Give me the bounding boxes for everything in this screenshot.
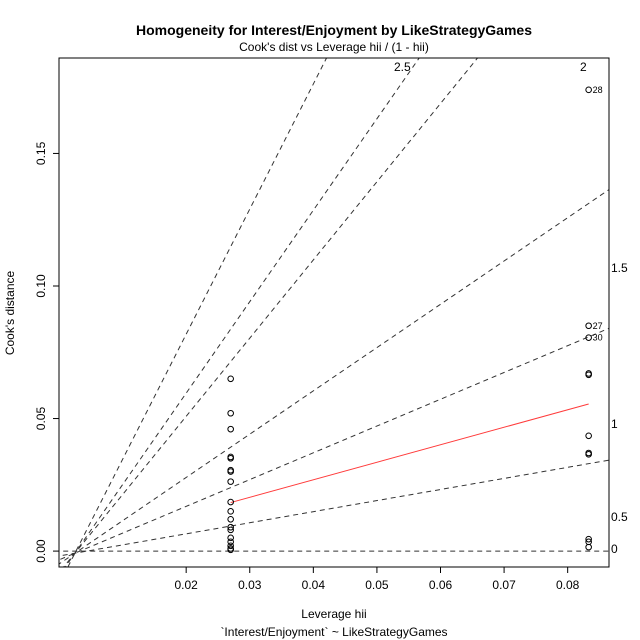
x-tick-label: 0.07 <box>492 578 516 592</box>
data-point <box>585 322 592 330</box>
data-point <box>227 526 234 534</box>
contour-lines <box>59 58 609 567</box>
contour-line-5 <box>64 58 420 567</box>
x-tick-label: 0.03 <box>238 578 262 592</box>
contour-label-5: 2.5 <box>394 60 411 74</box>
data-point <box>585 86 592 94</box>
y-axis-label: Cook's distance <box>3 271 17 356</box>
y-tick-label: 0.10 <box>34 274 48 298</box>
contour-line-4 <box>63 58 479 567</box>
data-point <box>227 515 234 523</box>
contour-line-6 <box>67 58 328 567</box>
data-point <box>227 409 234 417</box>
data-point <box>227 455 234 462</box>
data-point <box>585 535 592 543</box>
data-point <box>227 538 234 546</box>
x-tick-label: 0.04 <box>302 578 326 592</box>
x-tick-label: 0.05 <box>365 578 389 592</box>
data-point <box>227 425 234 433</box>
chart-title: Homogeneity for Interest/Enjoyment by Li… <box>136 22 532 38</box>
y-tick-label: 0.15 <box>34 141 48 165</box>
data-point <box>227 542 234 550</box>
data-point <box>227 468 234 475</box>
point-label-30: 30 <box>593 333 603 343</box>
data-point <box>585 334 592 341</box>
data-points <box>227 86 592 554</box>
x-tick-label: 0.08 <box>556 578 580 592</box>
data-point <box>227 523 234 531</box>
data-point <box>585 371 592 379</box>
contour-label-2: 1 <box>611 417 618 431</box>
point-label-28: 28 <box>593 85 603 95</box>
contour-label-0: 0 <box>611 542 618 556</box>
x-tick-label: 0.06 <box>429 578 453 592</box>
data-point <box>227 498 234 506</box>
contour-line-3 <box>59 188 609 565</box>
contour-label-3: 1.5 <box>611 261 628 275</box>
data-point <box>227 375 234 383</box>
x-axis-label: Leverage hii <box>301 607 366 621</box>
contour-label-4: 2 <box>580 60 587 74</box>
y-tick-label: 0.05 <box>34 407 48 431</box>
x-axis-formula: `Interest/Enjoyment` ~ LikeStrategyGames <box>220 625 447 639</box>
x-tick-label: 0.02 <box>174 578 198 592</box>
y-tick-label: 0.00 <box>34 539 48 563</box>
chart-subtitle: Cook's dist vs Leverage hii / (1 - hii) <box>239 40 429 54</box>
contour-line-1 <box>59 459 609 557</box>
data-point <box>585 432 592 440</box>
point-label-27: 27 <box>593 321 603 331</box>
plot-border <box>58 57 610 568</box>
plot-area: 0 0.5 1 1.5 2 2.5 28 27 30 0.02 0.03 0.04 0.05 0.06 0.… <box>34 57 628 592</box>
data-point <box>227 546 234 554</box>
data-point <box>227 534 234 542</box>
data-point <box>585 451 592 458</box>
data-point <box>227 478 234 485</box>
contour-label-1: 0.5 <box>611 510 628 524</box>
fit-line <box>230 403 589 504</box>
data-point <box>227 508 234 515</box>
data-point <box>585 543 592 551</box>
contour-line-2 <box>59 327 609 561</box>
